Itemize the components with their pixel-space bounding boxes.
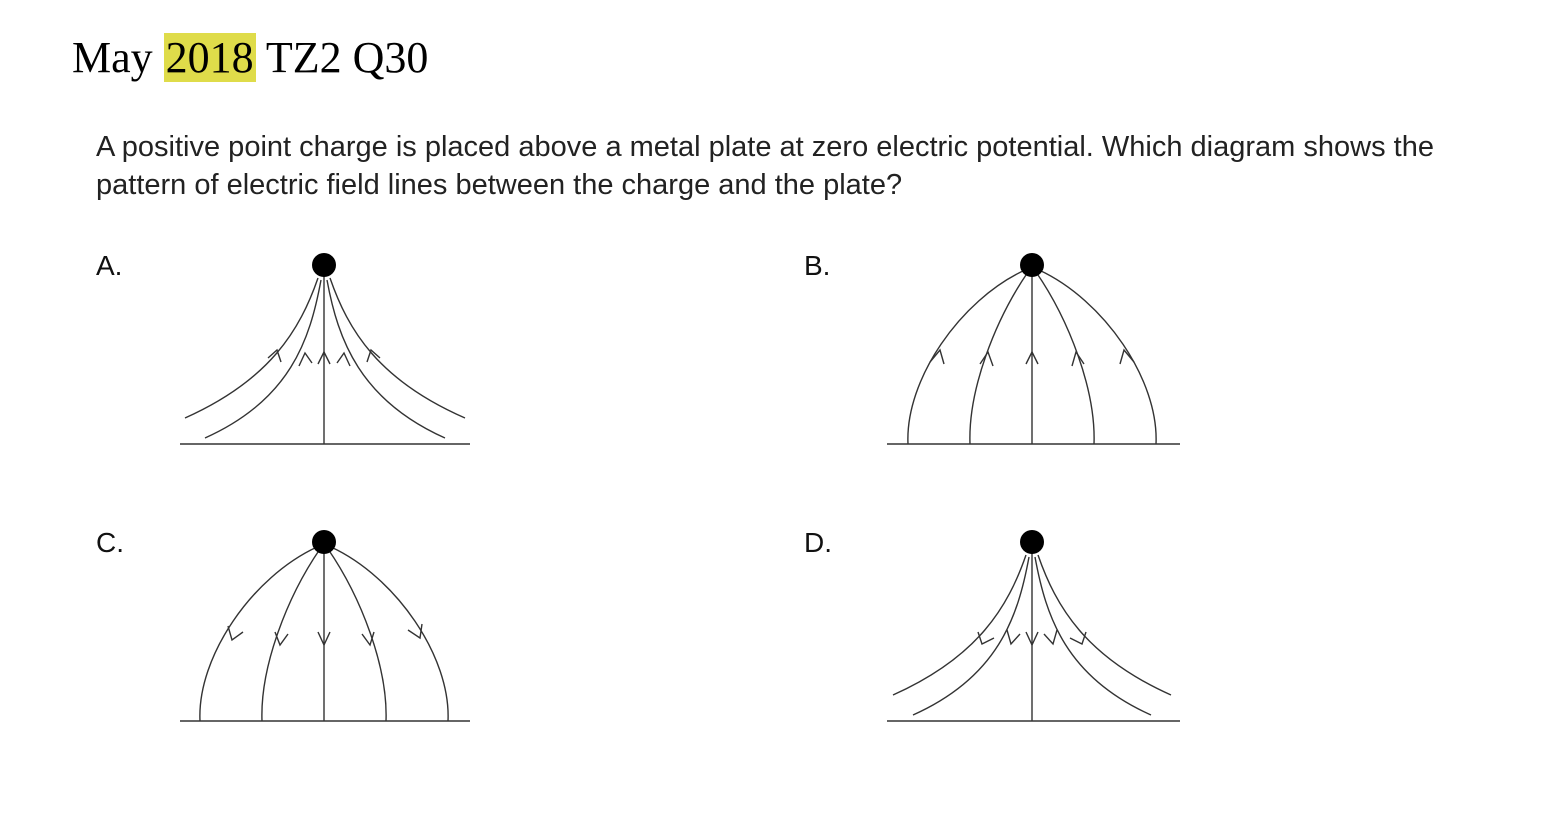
option-b-label: B. [804,250,831,281]
field-line [330,546,449,722]
positive-charge-dot [312,530,336,554]
question-heading: May 2018 TZ2 Q30 [72,30,428,86]
arrow-down-icon [1025,631,1039,647]
field-line [261,548,321,722]
field-line [199,546,318,722]
arrow-down-icon [977,631,995,645]
arrow-up-icon [366,348,381,363]
heading-paper-code: TZ2 Q30 [265,33,429,82]
arrow-up-icon [979,350,994,367]
arrow-down-icon [361,631,375,647]
positive-charge-dot [312,253,336,277]
arrow-up-icon [336,351,351,367]
arrow-up-icon [1071,350,1085,367]
field-line [1038,269,1157,445]
option-a-label: A. [96,250,123,281]
option-d-label: D. [804,527,832,558]
arrow-up-icon [929,348,945,365]
heading-month: May [72,33,153,82]
option-c-label: C. [96,527,124,558]
field-lines [180,265,470,445]
field-line [892,554,1027,696]
arrow-down-icon [317,631,331,647]
field-line [327,548,387,722]
field-line [184,277,319,419]
arrow-up-icon [317,350,331,365]
field-line [912,556,1030,716]
arrow-down-icon [227,625,244,642]
arrow-down-icon [274,631,289,647]
field-line [204,279,322,439]
field-line [326,279,446,439]
arrow-up-icon [298,351,313,367]
field-line [907,269,1026,445]
arrow-down-icon [1069,631,1087,645]
field-line [1037,554,1172,696]
field-line [329,277,466,419]
arrow-down-icon [1006,629,1021,646]
arrow-up-icon [1119,348,1135,365]
positive-charge-dot [1020,530,1044,554]
arrow-down-icon [1043,629,1058,646]
question-text: A positive point charge is placed above … [96,131,1434,201]
field-lines [887,542,1180,722]
field-lines [887,265,1180,445]
field-lines [180,542,470,722]
positive-charge-dot [1020,253,1044,277]
arrow-up-icon [267,348,282,363]
arrow-up-icon [1025,350,1039,365]
heading-year-highlight: 2018 [163,33,256,82]
field-line [1034,556,1152,716]
arrow-down-icon [407,623,423,640]
